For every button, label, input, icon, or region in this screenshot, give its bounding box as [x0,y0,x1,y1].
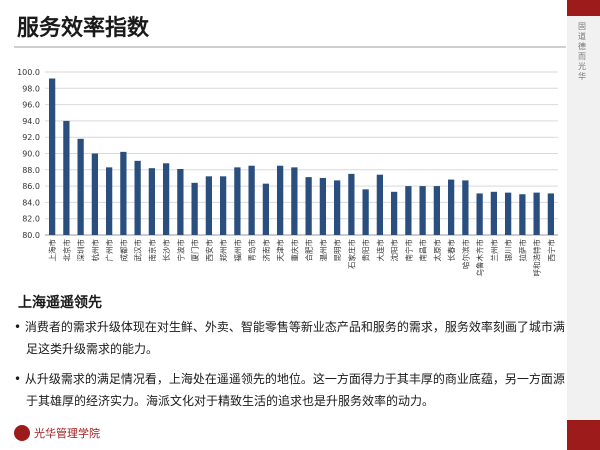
x-tick-label: 银川市 [503,239,513,262]
x-tick-label: 宁波市 [175,239,185,262]
bar [234,167,241,235]
side-red-accent-top [567,0,600,16]
x-tick-label: 温州市 [318,239,328,262]
bar [419,186,426,235]
bar [91,153,99,235]
title-divider [14,46,566,48]
x-tick-label: 大连市 [375,239,385,262]
y-tick-label: 100.0 [17,68,40,77]
side-decoration-strip [567,0,600,450]
y-tick-label: 86.0 [22,182,40,191]
x-tick-label: 太原市 [432,239,442,262]
bar [348,173,355,235]
bar [547,193,555,235]
bar [305,177,312,235]
bar [376,174,384,235]
bar [162,163,170,235]
bar [248,165,255,235]
x-tick-label: 兰州市 [489,239,499,262]
bar [519,194,526,235]
service-efficiency-chart: 80.0 82.0 84.0 86.0 88.0 90.0 92.0 94.0 96.0 98.0… [17,68,558,277]
x-tick-label: 成都市 [118,239,128,262]
x-tick-label: 石家庄市 [346,239,356,269]
bar [490,191,498,235]
x-tick-label: 昆明市 [332,239,342,262]
side-red-accent-bottom [567,420,600,450]
side-motto: 固道德 而光华 [578,22,586,81]
x-tick-label: 西安市 [204,239,214,262]
page-title: 服务效率指数 [17,16,150,41]
x-tick-label: 呼和浩特市 [532,239,542,277]
y-tick-label: 80.0 [22,231,40,240]
x-tick-label: 天津市 [275,239,285,262]
bar [177,168,184,235]
bar [533,192,540,235]
y-tick-label: 94.0 [22,117,40,126]
y-tick-label: 88.0 [22,166,40,175]
x-tick-label: 厦门市 [190,239,200,262]
x-tick-label: 南京市 [147,239,157,262]
bar [191,182,198,235]
bar [120,151,127,235]
x-tick-label: 杭州市 [90,239,100,262]
bar [362,189,369,235]
bar [433,186,441,235]
y-tick-label: 98.0 [22,84,40,93]
x-tick-label: 贵阳市 [361,239,371,262]
x-tick-label: 长春市 [446,239,456,262]
bar [262,183,270,235]
x-tick-label: 重庆市 [289,239,299,262]
institution-logo: 光华管理学院 [14,425,100,441]
x-tick-label: 哈尔滨市 [460,239,470,269]
bar [504,192,512,235]
seal-icon [14,425,30,441]
bar [48,78,56,235]
bar [405,186,412,235]
bar [77,138,84,235]
bar [390,191,398,235]
section-title: 上海遥遥领先 [18,295,102,311]
bar [447,179,455,235]
x-tick-label: 沈阳市 [389,239,399,262]
y-tick-label: 84.0 [22,198,40,207]
x-tick-label: 济南市 [261,239,271,262]
bar [291,167,298,235]
bar [105,167,113,235]
bar [219,176,227,235]
bar [476,193,483,235]
bar [148,168,156,235]
y-tick-label: 96.0 [22,101,40,110]
x-tick-label: 拉萨市 [517,239,527,262]
logo-text: 光华管理学院 [34,427,100,440]
y-tick-label: 90.0 [22,150,40,159]
bullet-paragraph-2: • 从升级需求的满足情况看，上海处在遥遥领先的地位。这一方面得力于其丰厚的商业底… [14,372,565,408]
x-tick-label: 南昌市 [418,239,428,262]
x-tick-label: 合肥市 [304,239,314,262]
bar [333,180,341,235]
x-tick-label: 深圳市 [76,239,86,262]
y-tick-label: 92.0 [22,133,40,142]
x-tick-label: 上海市 [47,239,57,262]
bullet-paragraph-1: • 消费者的需求升级体现在对生鲜、外卖、智能零售等新业态产品和服务的需求，服务效… [14,320,565,356]
y-tick-label: 82.0 [22,215,40,224]
bar [205,176,213,235]
x-tick-label: 北京市 [61,239,71,262]
bar [134,160,141,235]
bar [319,177,327,235]
x-tick-label: 武汉市 [133,239,143,262]
bar [63,120,70,235]
x-tick-label: 郑州市 [218,239,228,262]
x-tick-label: 青岛市 [247,239,257,262]
x-tick-label: 福州市 [232,239,242,262]
x-tick-label: 广州市 [104,239,114,262]
x-tick-label: 长沙市 [161,239,171,262]
x-tick-label: 西宁市 [546,239,556,262]
bar [462,180,469,235]
x-tick-label: 南宁市 [403,239,413,262]
x-tick-label: 乌鲁木齐市 [475,239,485,277]
bar [276,165,284,235]
